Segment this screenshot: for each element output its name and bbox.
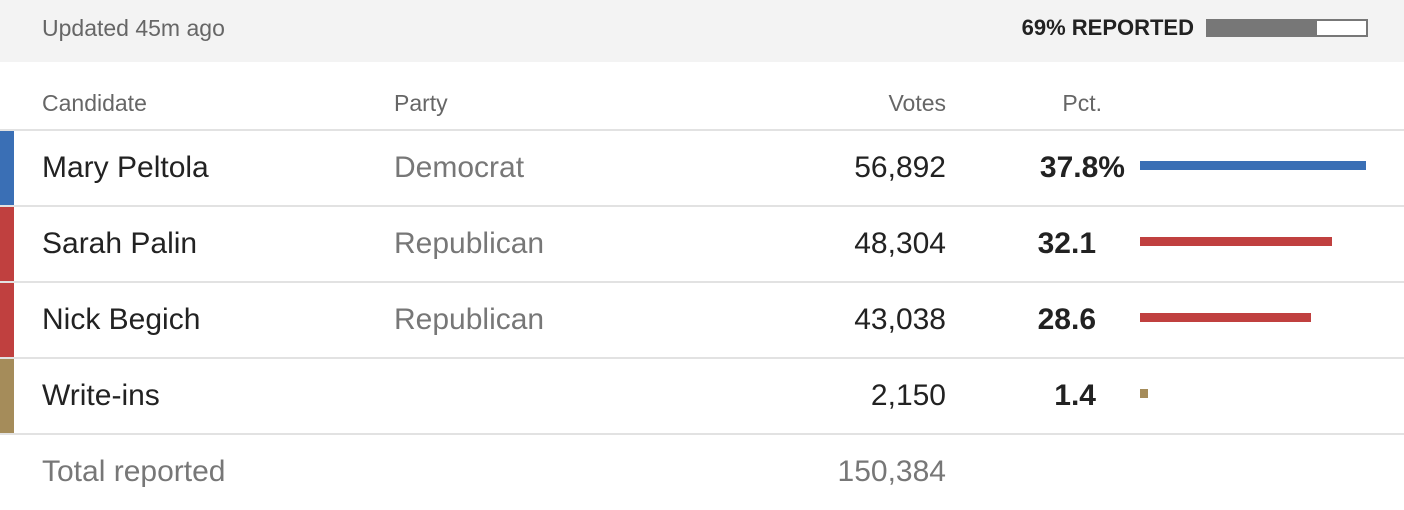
divider bbox=[0, 281, 1404, 283]
party-stripe bbox=[0, 359, 14, 433]
pct: 32.1 bbox=[1037, 227, 1096, 260]
party-stripe bbox=[0, 207, 14, 281]
candidate-name: Write-ins bbox=[42, 379, 160, 412]
header-band bbox=[0, 0, 1404, 62]
total-label: Total reported bbox=[42, 455, 226, 488]
updated-text: Updated 45m ago bbox=[42, 15, 225, 41]
divider bbox=[0, 433, 1404, 435]
reported-label: 69% REPORTED bbox=[1021, 15, 1194, 40]
pct: 28.6 bbox=[1037, 303, 1096, 336]
pct-bar bbox=[1140, 237, 1332, 246]
party-name: Republican bbox=[394, 227, 545, 260]
candidate-name: Mary Peltola bbox=[42, 151, 209, 184]
votes: 2,150 bbox=[870, 379, 946, 412]
candidate-name: Sarah Palin bbox=[42, 227, 198, 260]
progress-fill bbox=[1208, 21, 1318, 35]
party-stripe bbox=[0, 283, 14, 357]
divider bbox=[0, 357, 1404, 359]
column-header: Pct. bbox=[1062, 90, 1102, 116]
party-name: Republican bbox=[394, 303, 545, 336]
pct-bar bbox=[1140, 161, 1366, 170]
pct-bar bbox=[1140, 389, 1149, 398]
votes: 43,038 bbox=[854, 303, 946, 336]
pct-bar bbox=[1140, 313, 1311, 322]
party-stripe bbox=[0, 131, 14, 205]
progress-bar bbox=[1206, 19, 1368, 37]
pct: 1.4 bbox=[1054, 379, 1096, 412]
candidate-name: Nick Begich bbox=[42, 303, 201, 336]
votes: 56,892 bbox=[854, 151, 946, 184]
column-header: Party bbox=[394, 90, 448, 116]
column-header: Candidate bbox=[42, 90, 147, 116]
total-votes: 150,384 bbox=[837, 455, 946, 488]
divider bbox=[0, 129, 1404, 131]
pct: 37.8% bbox=[1039, 151, 1125, 184]
divider bbox=[0, 205, 1404, 207]
votes: 48,304 bbox=[854, 227, 946, 260]
column-header: Votes bbox=[888, 90, 946, 116]
party-name: Democrat bbox=[394, 151, 525, 184]
